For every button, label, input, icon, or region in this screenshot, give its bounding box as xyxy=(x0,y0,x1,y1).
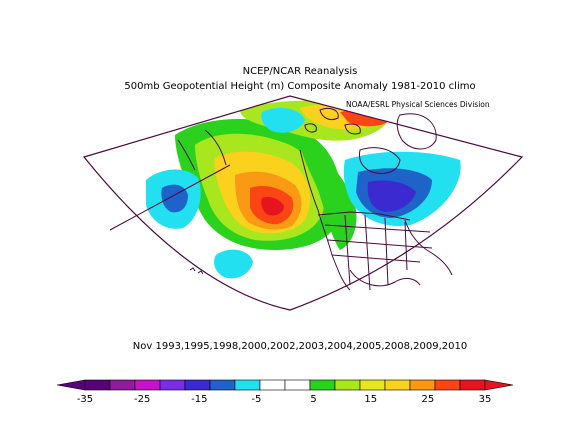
colorbar-tick-label: 15 xyxy=(364,394,377,405)
map-sector-outline xyxy=(82,95,524,311)
colorbar-left-arrow xyxy=(56,379,86,391)
colorbar-tick-label: -15 xyxy=(191,394,207,405)
map-title: NCEP/NCAR Reanalysis xyxy=(242,66,358,77)
colorbar-tick-label: 25 xyxy=(421,394,434,405)
colorbar-swatch xyxy=(384,379,411,391)
colorbar-swatch xyxy=(159,379,186,391)
colorbar-swatch xyxy=(334,379,361,391)
colorbar-swatch xyxy=(284,379,311,391)
colorbar-swatch xyxy=(309,379,336,391)
colorbar-swatch xyxy=(209,379,236,391)
colorbar-swatch xyxy=(184,379,211,391)
colorbar-swatch xyxy=(434,379,461,391)
colorbar-right-arrow xyxy=(484,379,514,391)
colorbar-swatch xyxy=(409,379,436,391)
colorbar-swatch xyxy=(84,379,111,391)
colorbar-swatch xyxy=(234,379,261,391)
anomaly-shading xyxy=(146,100,461,279)
credit-label: NOAA/ESRL Physical Sciences Division xyxy=(346,100,490,109)
colorbar-swatch xyxy=(459,379,486,391)
colorbar-tick-label: 35 xyxy=(479,394,492,405)
colorbar-tick-label: -35 xyxy=(77,394,93,405)
colorbar-swatch xyxy=(134,379,161,391)
colorbar-swatch xyxy=(109,379,136,391)
coastlines xyxy=(109,107,453,291)
map-subtitle: 500mb Geopotential Height (m) Composite … xyxy=(124,81,476,92)
colorbar-tick-label: -5 xyxy=(251,394,261,405)
composite-dates-label: Nov 1993,1995,1998,2000,2002,2003,2004,2… xyxy=(132,341,468,352)
colorbar-tick-label: 5 xyxy=(310,394,316,405)
colorbar-swatch xyxy=(259,379,286,391)
colorbar-swatch xyxy=(359,379,386,391)
colorbar: -35 -25 -15 -5 5 15 25 35 xyxy=(56,379,514,405)
colorbar-tick-label: -25 xyxy=(134,394,150,405)
